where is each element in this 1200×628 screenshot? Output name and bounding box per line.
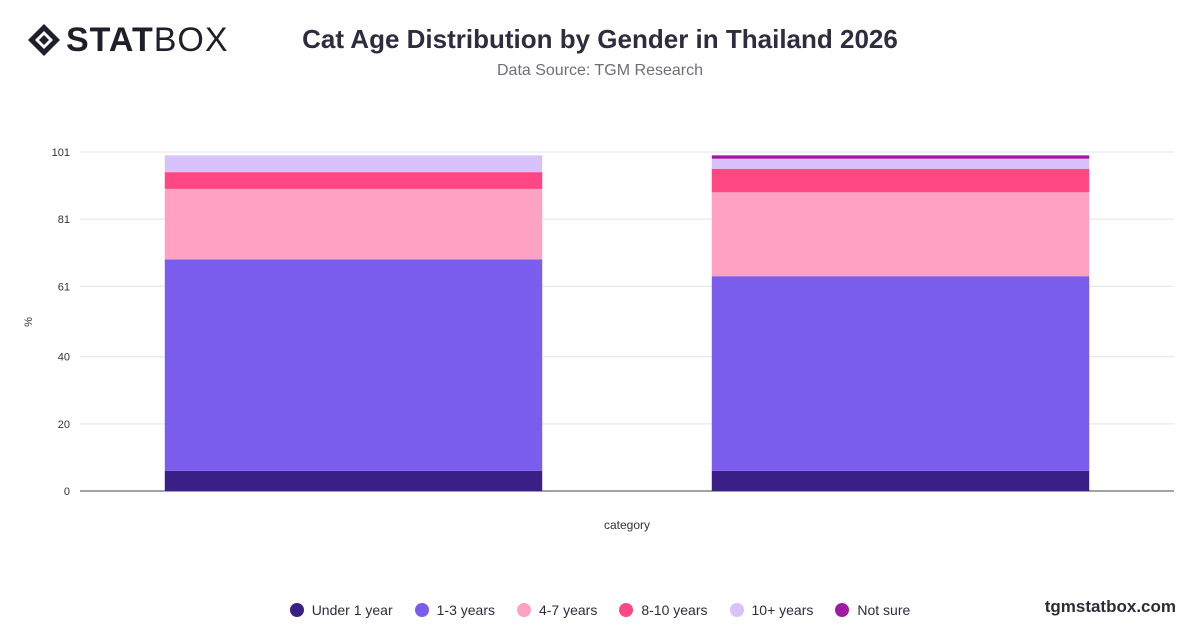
chart-subtitle: Data Source: TGM Research [496, 62, 703, 79]
diamond-logo-icon [28, 24, 60, 56]
logo-text: STATBOX [66, 23, 229, 57]
legend-dot-icon [516, 603, 531, 617]
footer-site[interactable]: tgmstatbox.com [1044, 597, 1176, 616]
legend-item[interactable]: Not sure [835, 602, 910, 618]
legend-label: 1-3 years [436, 602, 495, 618]
legend-item[interactable]: 10+ years [729, 602, 814, 618]
y-axis-label: % [23, 317, 35, 327]
legend-item[interactable]: 8-10 years [619, 602, 708, 618]
legend-dot-icon [619, 603, 634, 617]
bar-segment [711, 276, 1090, 471]
legend-label: 4-7 years [538, 602, 598, 618]
bar-segment [711, 158, 1090, 169]
x-axis-label: category [604, 518, 650, 532]
y-tick-label: 20 [58, 419, 70, 431]
y-tick-label: 40 [58, 352, 70, 364]
bar-segment [164, 259, 543, 471]
legend-item[interactable]: 4-7 years [516, 602, 598, 618]
legend-dot-icon [729, 603, 744, 617]
stacked-bar-chart: 0 20 40 61 81 101% category [23, 147, 1174, 532]
legend-label: 8-10 years [641, 602, 708, 618]
chart-legend: Under 1 year 1-3 years 4-7 years 8-10 years… [0, 602, 1200, 618]
bar-segment [164, 155, 543, 173]
legend-dot-icon [414, 603, 429, 617]
y-tick-label: 0 [64, 486, 70, 498]
legend-item[interactable]: 1-3 years [414, 602, 495, 618]
bar-segment [164, 470, 543, 491]
bar-segment [164, 172, 543, 189]
bar-segment [711, 192, 1090, 277]
legend-dot-icon [289, 603, 304, 617]
legend-label: Under 1 year [311, 602, 393, 618]
chart-title: Cat Age Distribution by Gender in Thaila… [302, 24, 898, 54]
legend-label: Not sure [857, 602, 911, 618]
logo-text-light: BOX [153, 21, 229, 59]
bar-segment [164, 188, 543, 260]
logo-text-strong: STAT [66, 21, 154, 59]
y-tick-label: 81 [58, 214, 70, 226]
bar-segment [711, 470, 1090, 491]
y-tick-label: 101 [52, 147, 70, 159]
y-tick-label: 61 [58, 281, 70, 293]
statbox-logo: STATBOX [26, 22, 229, 58]
legend-item[interactable]: Under 1 year [289, 602, 393, 618]
bar-segment [711, 168, 1090, 193]
legend-dot-icon [835, 603, 850, 617]
bar-segment [711, 155, 1090, 159]
legend-label: 10+ years [751, 602, 814, 618]
